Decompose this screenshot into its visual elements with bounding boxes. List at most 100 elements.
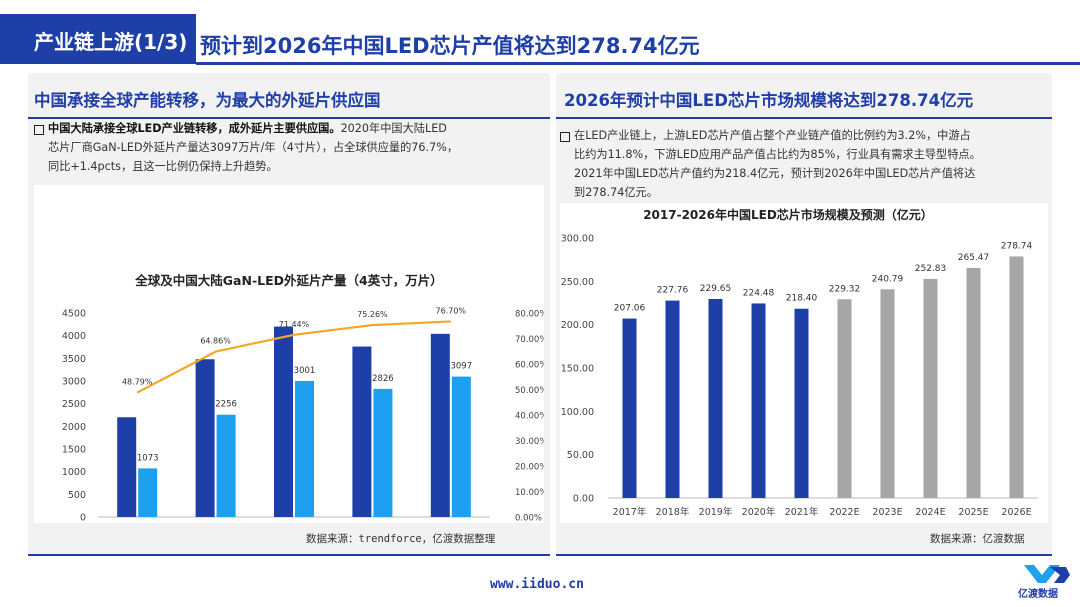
chart2-x-tick: 2025E xyxy=(958,507,988,518)
right-chart: 2017-2026年中国LED芯片市场规模及预测（亿元） 0.00 50.00 100… xyxy=(561,207,1038,518)
right-desc-line4: 到278.74亿元。 xyxy=(574,186,658,199)
chart1-title: 全球及中国大陆GaN-LED外延片产量（4英寸，万片） xyxy=(134,273,442,288)
right-source: 数据来源：亿渡数据 xyxy=(930,533,1025,545)
header-divider xyxy=(196,62,1080,65)
left-source: 数据来源：trendforce，亿渡数据整理 xyxy=(306,533,496,545)
chart2-bar xyxy=(1009,256,1024,498)
chart1-line-label: 64.86% xyxy=(200,337,231,346)
header-tab-label: 产业链上游(1/3) xyxy=(34,30,188,54)
chart1-y-left-tick: 0 xyxy=(80,513,86,524)
chart2-x-tick: 2020年 xyxy=(742,506,776,518)
chart1-y-left-tick: 3500 xyxy=(62,354,86,365)
chart1-y-right-tick: 50.00% xyxy=(515,386,544,396)
chart1-y-left-tick: 2500 xyxy=(62,399,86,410)
chart2-bar xyxy=(923,278,938,498)
chart2-x-tick: 2017年 xyxy=(613,506,647,518)
logo-text: 亿渡数据 xyxy=(1018,589,1058,600)
chart2-bar xyxy=(837,299,852,498)
left-desc-bold: 中国大陆承接全球LED产业链转移，成外延片主要供应国。 xyxy=(48,122,341,135)
chart2-bar-label: 252.83 xyxy=(915,264,947,274)
left-desc-line3: 同比+1.4pcts，且这一比例仍保持上升趋势。 xyxy=(48,160,278,173)
chart2-bar-label: 224.48 xyxy=(743,288,775,298)
chart2-bar-label: 229.65 xyxy=(700,284,732,294)
left-panel: 中国承接全球产能转移，为最大的外延片供应国 中国大陆承接全球LED产业链转移，成… xyxy=(28,73,550,576)
chart1-bar-china xyxy=(216,414,236,517)
chart1-bar-china xyxy=(295,380,314,517)
footer-url-link[interactable]: www.iiduo.cn xyxy=(490,577,584,592)
chart2-bar-label: 265.47 xyxy=(958,253,990,263)
right-desc-line3: 2021年中国LED芯片产值约为218.4亿元，预计到2026年中国LED芯片产… xyxy=(574,167,976,180)
chart2-x-tick: 2022E xyxy=(829,507,859,518)
chart2-y-tick: 0.00 xyxy=(573,494,594,505)
chart2-x-tick: 2023E xyxy=(872,507,902,518)
chart1-bar-china-label: 2826 xyxy=(372,374,394,384)
chart1-y-left-tick: 500 xyxy=(68,490,86,501)
chart1-bar-china xyxy=(138,468,158,517)
chart1-bar-china-label: 3001 xyxy=(294,366,316,376)
left-bullet-icon xyxy=(34,125,44,135)
left-panel-rule xyxy=(28,117,550,119)
chart1-bar-china-label: 3097 xyxy=(450,362,472,372)
right-chart-frame: 2017-2026年中国LED芯片市场规模及预测（亿元） 0.00 50.00 100… xyxy=(560,203,1048,523)
chart1-y-left-tick: 4000 xyxy=(62,331,86,342)
chart2-y-tick: 300.00 xyxy=(561,234,594,245)
chart1-y-left-tick: 4500 xyxy=(62,309,86,320)
chart2-title: 2017-2026年中国LED芯片市场规模及预测（亿元） xyxy=(643,207,933,222)
chart1-line-label: 48.79% xyxy=(122,378,153,387)
chart2-bar xyxy=(794,308,809,498)
chart1-y-left-tick: 2000 xyxy=(62,422,86,433)
chart1-y-left-tick: 1000 xyxy=(62,467,86,478)
chart2-x-tick: 2019年 xyxy=(699,506,733,518)
chart1-bar-china-label: 2256 xyxy=(215,400,237,410)
left-chart-frame: 全球及中国大陆GaN-LED外延片产量（4英寸，万片） 0 500 1000 1500 2… xyxy=(34,185,548,576)
right-panel: 2026年预计中国LED芯片市场规模将达到278.74亿元 在LED产业链上，上… xyxy=(556,73,1052,556)
chart2-bar xyxy=(751,303,766,498)
left-panel-bottom-rule xyxy=(28,554,550,556)
chart2-y-tick: 250.00 xyxy=(561,277,594,288)
chart2-x-tick: 2024E xyxy=(915,507,945,518)
chart1-bar-global xyxy=(117,417,137,517)
chart1-y-right-tick: 30.00% xyxy=(515,437,544,447)
chart1-bar-global xyxy=(274,326,293,517)
chart1-y-right-tick: 40.00% xyxy=(515,412,544,422)
chart2-x-tick: 2026E xyxy=(1001,507,1031,518)
chart1-bar-global xyxy=(430,333,450,517)
chart2-bar xyxy=(665,300,680,498)
chart1-line-label: 76.70% xyxy=(436,306,467,315)
chart1-bar-global xyxy=(352,346,372,517)
chart1-line-label: 75.26% xyxy=(357,310,388,319)
chart2-bar-label: 278.74 xyxy=(1001,241,1033,251)
chart1-y-right-tick: 10.00% xyxy=(515,488,544,498)
page-title: 预计到2026年中国LED芯片产值将达到278.74亿元 xyxy=(200,34,700,58)
chart1-y-right-tick: 80.00% xyxy=(515,310,544,320)
chart1-y-left-tick: 1500 xyxy=(62,445,86,456)
chart2-bar xyxy=(622,318,637,498)
left-desc-line1: 2020年中国大陆LED xyxy=(340,122,447,135)
chart1-y-right-tick: 60.00% xyxy=(515,361,544,371)
chart1-y-left-tick: 3000 xyxy=(62,377,86,388)
chart2-bar-label: 207.06 xyxy=(614,304,646,314)
chart1-line-share xyxy=(136,320,451,394)
left-desc-line2: 芯片厂商GaN-LED外延片产量达3097万片/年（4寸片），占全球供应量的76… xyxy=(48,141,459,154)
chart2-bar-label: 218.40 xyxy=(786,294,818,304)
left-panel-title: 中国承接全球产能转移，为最大的外延片供应国 xyxy=(34,91,381,110)
chart2-y-tick: 100.00 xyxy=(561,407,594,418)
logo-icon xyxy=(1024,565,1070,583)
chart1-y-right-tick: 70.00% xyxy=(515,335,544,345)
right-panel-rule xyxy=(556,117,1052,119)
chart1-bar-china xyxy=(373,388,393,517)
right-bullet-icon xyxy=(560,132,570,142)
chart2-bar xyxy=(708,298,723,498)
chart1-line-label: 71.44% xyxy=(279,320,310,329)
chart2-y-tick: 50.00 xyxy=(567,450,594,461)
right-desc-line1: 在LED产业链上，上游LED芯片产值占整个产业链产值的比例约为3.2%，中游占 xyxy=(574,129,971,142)
chart2-x-tick: 2021年 xyxy=(785,506,819,518)
chart1-y-right-tick: 0.00% xyxy=(515,514,542,524)
chart1-y-right-tick: 20.00% xyxy=(515,463,544,473)
right-panel-bottom-rule xyxy=(556,554,1052,556)
chart2-bar-label: 229.32 xyxy=(829,284,861,294)
left-chart: 全球及中国大陆GaN-LED外延片产量（4英寸，万片） 0 500 1000 1500 2… xyxy=(62,273,548,576)
chart2-bar-label: 240.79 xyxy=(872,274,904,284)
chart1-bar-china xyxy=(451,376,471,517)
chart2-y-tick: 150.00 xyxy=(561,364,594,375)
